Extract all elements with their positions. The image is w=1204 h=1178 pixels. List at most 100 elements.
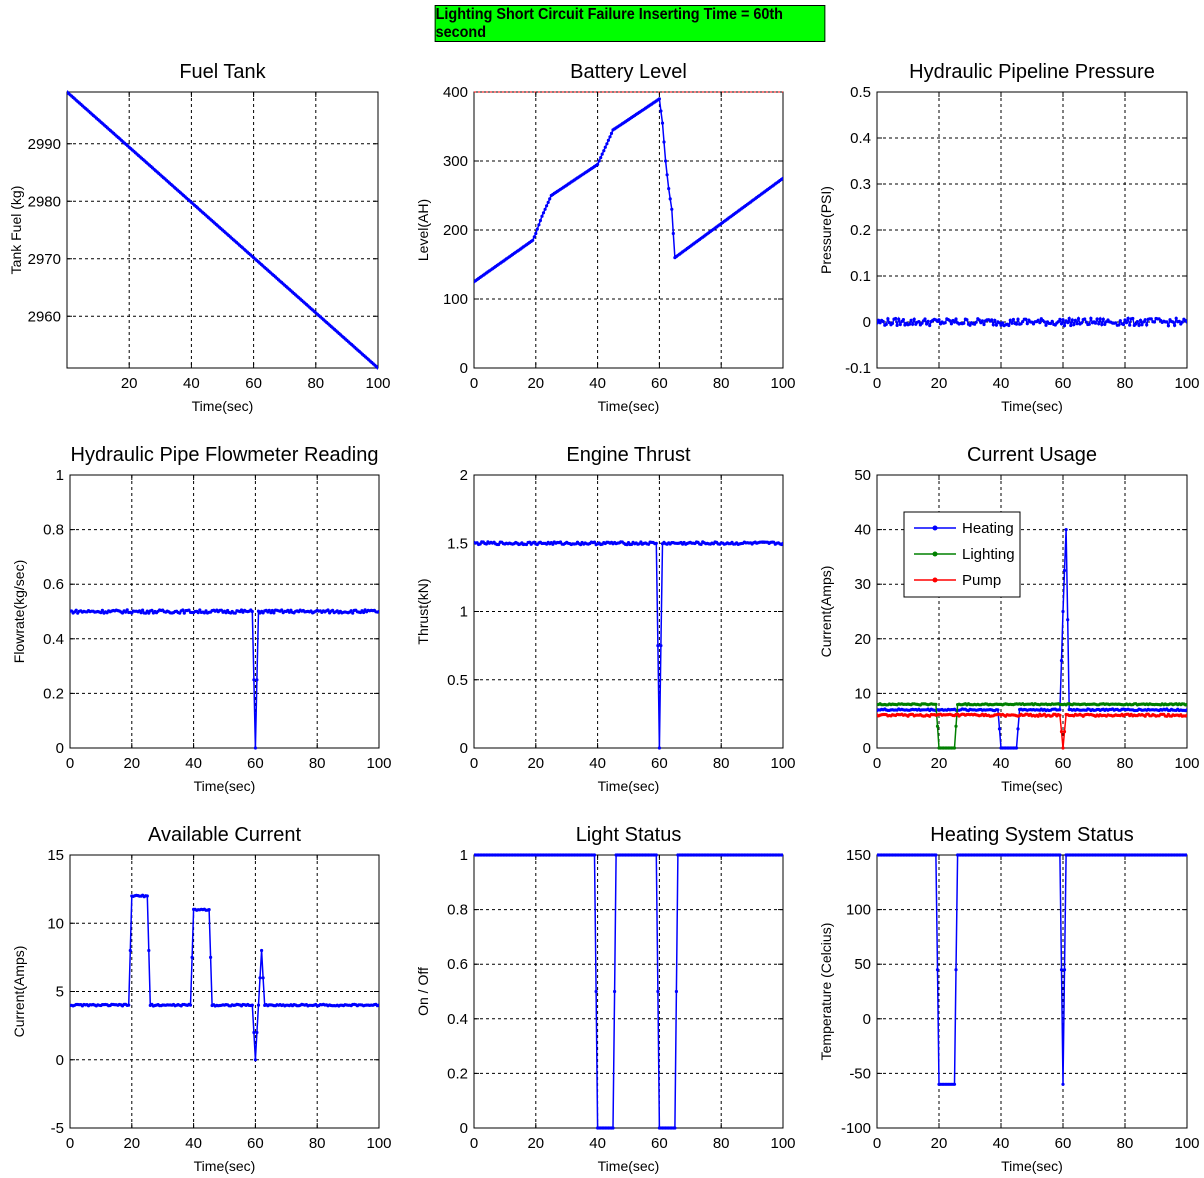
data-point [948, 319, 952, 323]
data-point [1145, 323, 1149, 327]
chart-title: Heating System Status [930, 824, 1133, 846]
data-point [781, 853, 783, 857]
data-point [1062, 968, 1067, 972]
data-point [912, 317, 916, 321]
data-point [877, 321, 879, 325]
data-point [920, 321, 924, 325]
data-point [534, 231, 538, 236]
data-point [127, 1003, 131, 1007]
data-point [253, 1058, 257, 1062]
data-point [250, 1003, 254, 1007]
y-tick-label: 5 [56, 984, 64, 1001]
data-point [1008, 318, 1012, 322]
data-point [1128, 323, 1132, 327]
data-point [982, 322, 986, 327]
data-point [207, 908, 211, 912]
data-point [901, 318, 906, 322]
x-tick-label: 80 [713, 1135, 730, 1152]
x-tick-label: 0 [873, 375, 881, 392]
data-point [1070, 318, 1074, 322]
y-tick-label: 15 [47, 847, 64, 864]
x-tick-label: 60 [247, 755, 264, 772]
data-point [1084, 320, 1088, 324]
data-point [599, 156, 603, 160]
x-axis-label: Time(sec) [1001, 778, 1063, 794]
chart-thrust: Engine Thrust 0 20 40 60 80 100 0 0.5 1 1.5 2 Time(s… [415, 444, 796, 794]
y-tick-label: 2970 [28, 251, 61, 268]
data-point [954, 317, 958, 321]
y-axis-label: Temperature (Celcius) [818, 923, 834, 1061]
y-tick-label: 2990 [28, 136, 61, 153]
x-tick-label: 100 [1174, 755, 1199, 772]
data-point [671, 231, 675, 236]
plot-area [876, 91, 1188, 369]
chart-fuel: Fuel Tank 20 40 60 80 100 2960 2970 2980 2990 Time… [8, 61, 391, 414]
data-point [1016, 727, 1020, 731]
data-point [331, 608, 335, 613]
x-tick-label: 40 [589, 1135, 606, 1152]
data-point [1093, 321, 1098, 325]
data-point [1050, 319, 1054, 323]
data-point [252, 1030, 256, 1035]
x-axis-label: Time(sec) [192, 398, 254, 414]
series-fuel [67, 90, 378, 370]
data-point [548, 197, 552, 201]
y-tick-label: 0.8 [447, 902, 468, 919]
x-axis-label: Time(sec) [194, 1158, 256, 1174]
data-point [980, 319, 985, 323]
data-point [1118, 319, 1122, 323]
data-point [662, 140, 666, 144]
data-point [1062, 730, 1067, 734]
x-tick-label: 20 [121, 375, 138, 392]
data-point [668, 197, 672, 201]
data-point [540, 214, 544, 218]
data-point [890, 321, 895, 325]
data-point [1014, 322, 1019, 326]
data-point [1095, 317, 1099, 321]
data-point [349, 609, 353, 613]
y-axis-label: Flowrate(kg/sec) [11, 560, 27, 663]
legend: Heating Lighting Pump [903, 511, 1021, 598]
data-point [1059, 659, 1064, 663]
x-tick-label: 20 [123, 1135, 140, 1152]
x-tick-label: 40 [589, 375, 606, 392]
data-point [1185, 708, 1187, 712]
data-point [1124, 321, 1129, 325]
legend-marker [932, 551, 938, 557]
data-point [252, 678, 256, 682]
data-point [270, 608, 274, 613]
data-point [997, 321, 1002, 325]
data-point [1014, 746, 1019, 750]
y-tick-label: 0.6 [447, 956, 468, 973]
x-tick-label: 60 [245, 375, 262, 392]
data-point [654, 541, 658, 545]
y-tick-label: -50 [849, 1065, 871, 1082]
data-point [1140, 323, 1144, 327]
data-point [925, 322, 929, 326]
y-tick-label: 2960 [28, 308, 61, 325]
legend-entry-lighting: Lighting [962, 546, 1015, 563]
y-tick-label: 0.8 [43, 522, 64, 539]
data-point [1021, 320, 1025, 324]
data-point [894, 316, 898, 321]
chart-battery: Battery Level 0 20 40 60 80 100 0 100 200 300 400 Ti… [415, 61, 796, 414]
x-tick-label: 100 [366, 755, 391, 772]
data-point [659, 109, 663, 113]
y-tick-label: 0 [460, 360, 468, 377]
x-tick-label: 80 [713, 755, 730, 772]
data-point [949, 322, 954, 326]
data-point [606, 138, 611, 142]
data-point [1038, 321, 1042, 325]
x-tick-label: 100 [770, 1135, 795, 1152]
data-point [139, 611, 143, 615]
data-point [974, 320, 978, 324]
data-point [1114, 321, 1118, 325]
data-point [887, 321, 892, 325]
data-point [255, 678, 259, 682]
data-point [926, 319, 930, 323]
y-axis-label: Level(AH) [415, 199, 431, 261]
data-point [994, 323, 999, 327]
data-point [1066, 321, 1070, 325]
y-tick-label: 150 [846, 847, 871, 864]
x-axis-label: Time(sec) [598, 778, 660, 794]
